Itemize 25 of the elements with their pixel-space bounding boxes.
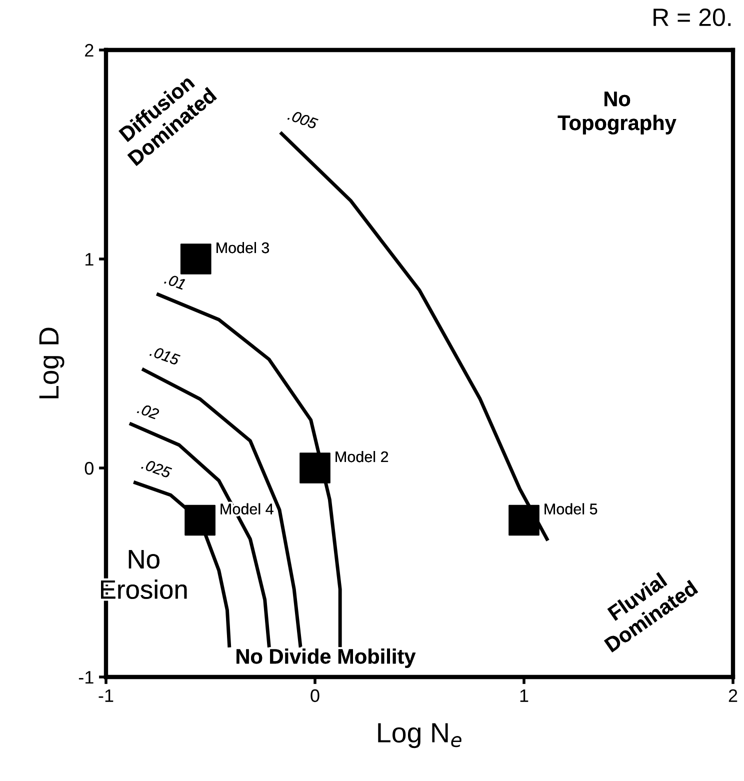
y-tick-label: -1 (78, 671, 94, 684)
y-tick-label: 1 (86, 253, 94, 266)
point (300, 452, 330, 484)
text: .005 (287, 109, 318, 130)
y-tick-label: 0 (84, 462, 94, 475)
point (184, 504, 216, 536)
chart-title: R = 20. (654, 8, 731, 26)
x-tick-label: -1 (98, 689, 114, 702)
point (180, 244, 212, 274)
annotation: No Divide Mobility (236, 648, 416, 668)
annotation: Model 2 (336, 450, 388, 462)
text: .025 (141, 458, 172, 478)
annotation: Model 3 (216, 242, 269, 254)
x-tick-label: 2 (728, 689, 738, 702)
y-axis-title: Log D (39, 328, 64, 398)
annotation: No Topography (558, 92, 676, 134)
point (508, 504, 540, 536)
annotation: Model 5 (544, 503, 598, 514)
text: .015 (149, 345, 180, 366)
y-tick-label: 2 (85, 44, 94, 57)
x-tick-label: 1 (520, 689, 528, 702)
x-axis-title: Log N$_{e}$ (378, 723, 462, 748)
text: .01 (164, 273, 186, 290)
text: .02 (136, 402, 160, 420)
x-tick-label: 0 (310, 689, 320, 702)
